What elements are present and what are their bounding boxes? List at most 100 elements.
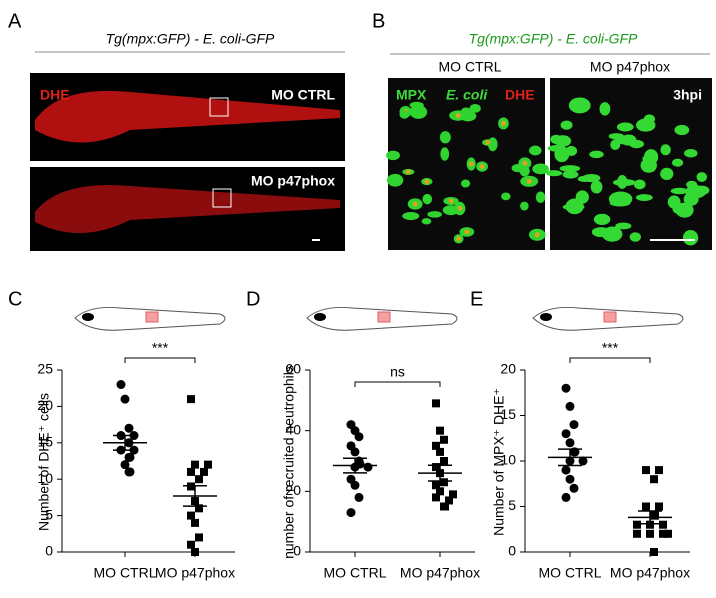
cell <box>615 222 632 230</box>
stain-label: MPX <box>396 87 427 103</box>
cell-blobs <box>386 97 710 246</box>
fish-shape <box>35 90 340 143</box>
data-point <box>124 423 134 433</box>
data-point <box>664 529 672 538</box>
cell <box>386 173 404 187</box>
y-tick-label: 20 <box>37 397 53 413</box>
x-tick-label: MO CTRL <box>539 565 602 581</box>
data-point <box>191 460 199 469</box>
data-point <box>440 435 448 444</box>
cell <box>617 174 628 189</box>
cell <box>427 211 442 218</box>
data-point <box>565 438 575 448</box>
dhe-spot <box>424 179 430 185</box>
cell <box>640 158 657 173</box>
data-point <box>646 529 654 538</box>
y-axis-label: Number of MPX⁺ DHE⁺ <box>491 388 507 536</box>
data-point <box>191 548 199 556</box>
cell <box>675 202 694 218</box>
data-point <box>436 426 444 435</box>
cell <box>635 118 656 132</box>
dhe-spot <box>405 169 411 175</box>
significance-label: ns <box>390 364 405 380</box>
cell <box>440 147 450 161</box>
cell <box>409 105 428 119</box>
data-point <box>195 475 203 484</box>
x-tick-label: MO p47phox <box>400 565 480 581</box>
cell <box>547 145 567 152</box>
cell <box>674 124 690 136</box>
cell <box>660 144 671 156</box>
cell <box>554 135 572 147</box>
cell <box>582 173 601 183</box>
data-point <box>441 502 449 511</box>
cell <box>629 232 641 242</box>
cell <box>616 122 634 132</box>
data-point <box>642 502 650 511</box>
fish-roi <box>145 311 159 323</box>
y-tick-label: 0 <box>508 543 516 559</box>
cell <box>610 139 621 150</box>
cell <box>601 226 623 242</box>
data-point <box>449 490 457 499</box>
cell <box>667 195 681 209</box>
cell <box>520 201 529 211</box>
dhe-spot <box>448 198 454 204</box>
data-point <box>191 518 199 527</box>
data-point <box>346 508 356 518</box>
y-tick-label: 10 <box>37 470 53 486</box>
stain-label: E. coli <box>446 87 488 103</box>
panel-header: Tg(mpx:GFP) - E. coli-GFP <box>106 31 275 47</box>
data-point <box>187 467 195 476</box>
panel-letter: B <box>372 10 385 32</box>
cell <box>559 165 581 172</box>
cell <box>684 149 698 158</box>
data-point <box>646 520 654 529</box>
roi-box <box>212 188 232 208</box>
y-tick-label: 15 <box>500 406 516 422</box>
fish-shape <box>35 185 340 234</box>
y-axis-label: number of recruited neutrophils <box>281 365 297 559</box>
data-point <box>569 420 579 430</box>
data-point <box>187 395 195 404</box>
cell <box>593 213 611 225</box>
data-point <box>561 429 571 439</box>
data-point <box>650 548 658 556</box>
cell <box>609 199 631 207</box>
data-point <box>195 533 203 542</box>
data-point <box>432 441 440 450</box>
significance-label: *** <box>602 340 619 356</box>
cell <box>402 211 420 221</box>
dhe-spot <box>412 201 418 207</box>
dhe-spot <box>534 232 540 238</box>
data-point <box>436 487 444 496</box>
data-point <box>578 456 588 466</box>
data-point <box>125 452 135 462</box>
dhe-spot <box>485 140 491 146</box>
cell <box>660 167 674 181</box>
cell <box>386 150 400 161</box>
cell <box>469 103 481 113</box>
data-point <box>561 465 571 475</box>
y-axis-label: Number of DHE⁺ cells <box>36 393 52 531</box>
cell <box>422 193 433 205</box>
panel-letter: C <box>8 288 22 310</box>
data-point <box>204 460 212 469</box>
dhe-spot <box>455 113 461 119</box>
cell <box>535 191 546 203</box>
y-tick-label: 20 <box>500 361 516 377</box>
y-tick-label: 0 <box>293 543 301 559</box>
x-tick-label: MO p47phox <box>610 565 690 581</box>
y-tick-label: 5 <box>45 506 53 522</box>
fish-eye <box>314 313 326 321</box>
dhe-spot <box>526 178 532 184</box>
data-point <box>659 529 667 538</box>
cell <box>635 194 653 201</box>
data-point <box>655 502 663 511</box>
panel-letter: A <box>8 10 22 32</box>
data-point <box>195 504 203 513</box>
data-point <box>565 401 575 411</box>
y-tick-label: 5 <box>508 497 516 513</box>
cell <box>442 205 459 216</box>
